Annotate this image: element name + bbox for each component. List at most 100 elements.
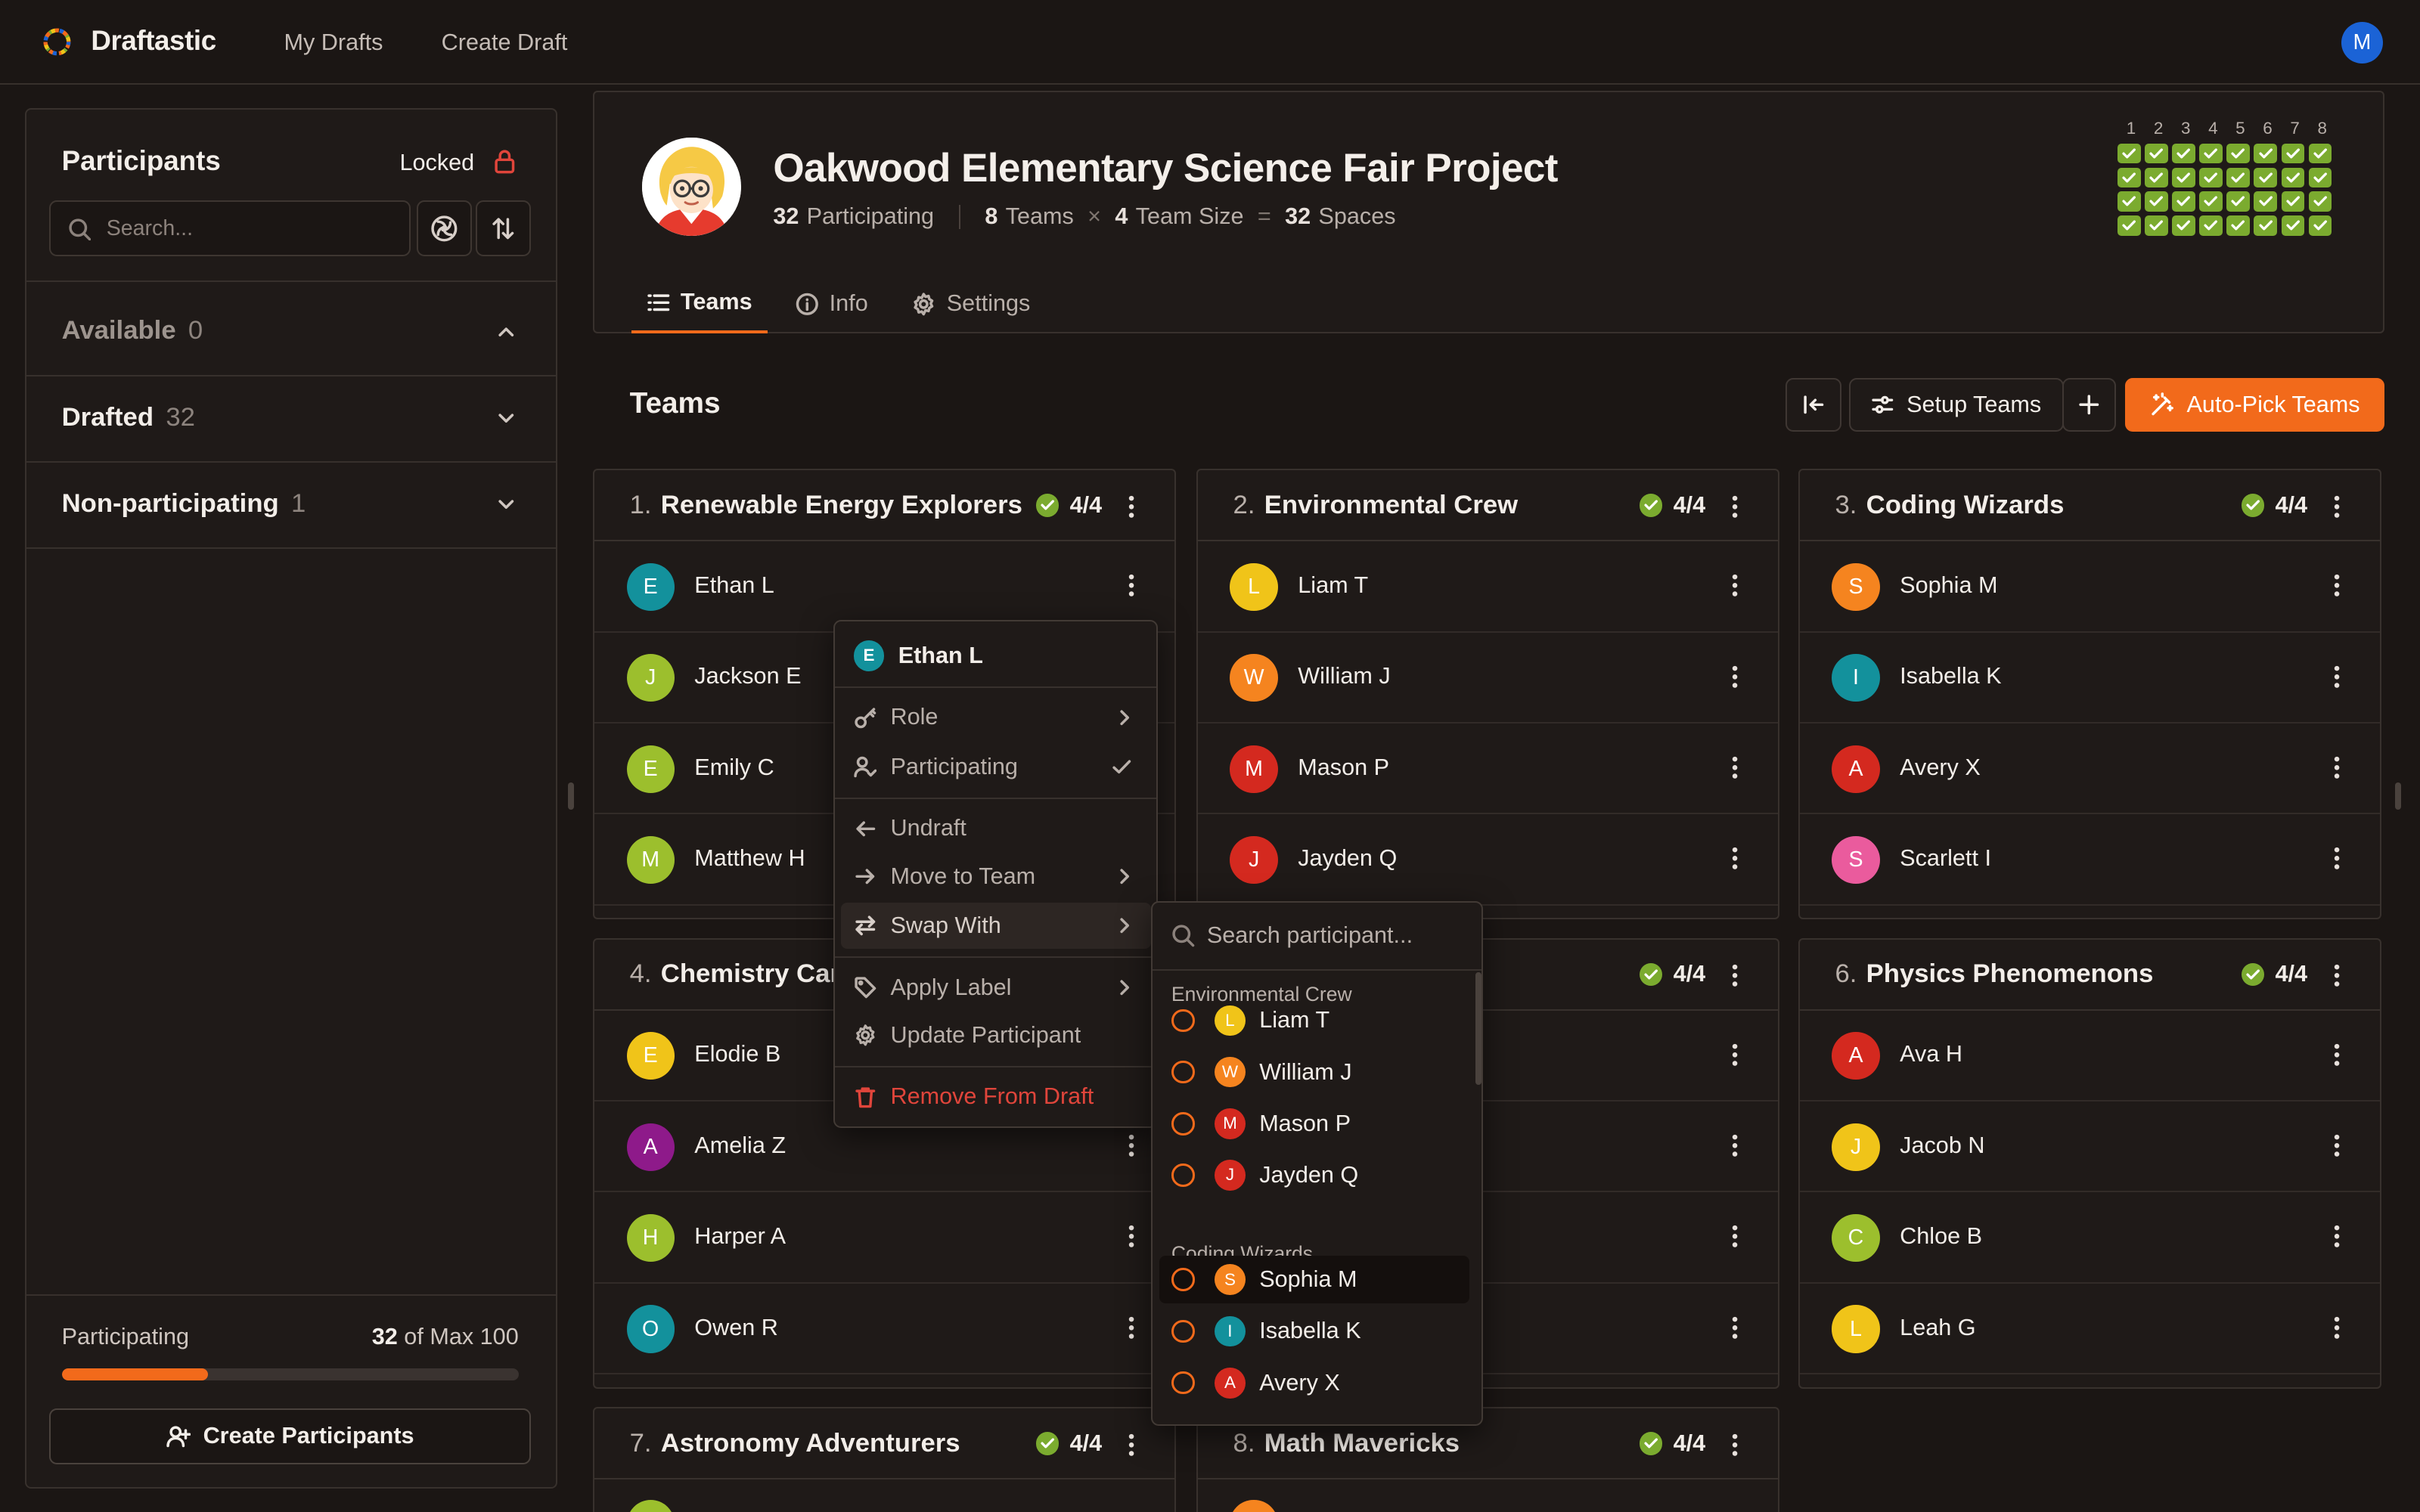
sort-button[interactable] xyxy=(475,200,531,256)
menu-item-swap-with[interactable]: Swap With xyxy=(841,902,1152,950)
swap-option[interactable]: M Mason P xyxy=(1159,1100,1469,1148)
kebab-menu-icon[interactable] xyxy=(2334,964,2340,987)
create-participants-button[interactable]: Create Participants xyxy=(49,1408,531,1464)
collapse-panel-button[interactable] xyxy=(1786,377,1841,432)
swap-option[interactable]: J Jayden Q xyxy=(1159,1151,1469,1199)
team-member-row[interactable]: E Ethan L xyxy=(594,541,1175,633)
lock-icon[interactable] xyxy=(492,148,517,175)
kebab-menu-icon[interactable] xyxy=(1128,1316,1134,1340)
kebab-menu-icon[interactable] xyxy=(1128,495,1134,519)
menu-item-remove-from-draft[interactable]: Remove From Draft xyxy=(841,1074,1151,1120)
team-name[interactable]: 1. Renewable Energy Explorers xyxy=(630,491,1022,520)
brand-name[interactable]: Draftastic xyxy=(91,24,216,56)
kebab-menu-icon[interactable] xyxy=(2334,1043,2340,1067)
participant-search-input[interactable]: Search... xyxy=(49,200,411,256)
team-member-row[interactable]: L Leah G xyxy=(1799,1284,2380,1375)
chevron-down-icon[interactable] xyxy=(495,497,517,512)
team-member-row[interactable]: A Avery X xyxy=(1799,723,2380,815)
menu-item-undraft[interactable]: Undraft xyxy=(841,805,1151,851)
team-member-row[interactable]: A Amelia Z xyxy=(594,1101,1175,1193)
nav-my-drafts[interactable]: My Drafts xyxy=(284,29,383,55)
kebab-menu-icon[interactable] xyxy=(2334,665,2340,689)
user-avatar[interactable]: M xyxy=(2341,21,2383,64)
chevron-down-icon[interactable] xyxy=(495,411,517,426)
menu-item-role[interactable]: Role xyxy=(841,694,1151,740)
kebab-menu-icon[interactable] xyxy=(2334,1316,2340,1340)
panel-resize-handle[interactable] xyxy=(2395,782,2402,810)
kebab-menu-icon[interactable] xyxy=(1732,964,1738,987)
team-name[interactable]: 8. Math Mavericks xyxy=(1233,1429,1460,1458)
radio-button[interactable] xyxy=(1171,1009,1195,1033)
team-member-row[interactable]: L Liam T xyxy=(1197,541,1779,633)
nav-create-draft[interactable]: Create Draft xyxy=(441,29,568,55)
swap-option[interactable]: S Sophia M xyxy=(1159,1256,1469,1304)
section-drafted[interactable]: Drafted 32 xyxy=(62,403,195,432)
team-member-row[interactable]: S Sophia M xyxy=(1799,541,2380,633)
add-team-button[interactable] xyxy=(2062,377,2116,432)
swap-search-input[interactable]: Search participant... xyxy=(1153,903,1482,971)
kebab-menu-icon[interactable] xyxy=(1128,1225,1134,1248)
kebab-menu-icon[interactable] xyxy=(1732,1433,1738,1457)
kebab-menu-icon[interactable] xyxy=(1732,495,1738,519)
menu-item-apply-label[interactable]: Apply Label xyxy=(841,964,1151,1010)
setup-teams-button[interactable]: Setup Teams xyxy=(1848,377,2064,432)
team-member-row[interactable]: J Jacob N xyxy=(1799,1101,2380,1193)
team-member-row[interactable]: S Scarlett I xyxy=(1799,814,2380,906)
radio-button[interactable] xyxy=(1171,1371,1195,1395)
kebab-menu-icon[interactable] xyxy=(2334,1134,2340,1157)
sidebar-resize-handle[interactable] xyxy=(568,782,575,810)
kebab-menu-icon[interactable] xyxy=(1732,1225,1738,1248)
kebab-menu-icon[interactable] xyxy=(1128,1134,1134,1157)
team-member-row[interactable]: O Owen R xyxy=(594,1284,1175,1375)
team-name[interactable]: 4. Chemistry Car xyxy=(630,959,840,989)
section-non-participating[interactable]: Non-participating 1 xyxy=(62,489,306,519)
grid-filled-slot xyxy=(2199,143,2223,164)
team-member-row[interactable]: W William J xyxy=(1197,633,1779,724)
section-available[interactable]: Available 0 xyxy=(62,316,203,345)
menu-item-update-participant[interactable]: Update Participant xyxy=(841,1012,1151,1058)
team-member-row[interactable]: A Ava H xyxy=(1799,1011,2380,1102)
swap-scrollbar[interactable] xyxy=(1475,971,1482,1085)
swap-option[interactable]: I Isabella K xyxy=(1159,1307,1469,1355)
swap-option[interactable]: A Avery X xyxy=(1159,1359,1469,1406)
auto-pick-teams-button[interactable]: Auto-Pick Teams xyxy=(2125,377,2385,432)
kebab-menu-icon[interactable] xyxy=(1732,847,1738,870)
team-name[interactable]: 7. Astronomy Adventurers xyxy=(630,1429,960,1458)
kebab-menu-icon[interactable] xyxy=(2334,847,2340,870)
team-member-row[interactable]: I Isabella K xyxy=(1799,633,2380,724)
swap-option[interactable]: W William J xyxy=(1159,1048,1469,1095)
team-member-row[interactable]: H Harper A xyxy=(594,1192,1175,1284)
radio-button[interactable] xyxy=(1171,1163,1195,1187)
kebab-menu-icon[interactable] xyxy=(1732,756,1738,779)
team-member-row[interactable]: C Chloe B xyxy=(1799,1192,2380,1284)
team-member-row[interactable]: J Jayden Q xyxy=(1197,814,1779,906)
tab-settings[interactable]: Settings xyxy=(895,274,1045,333)
kebab-menu-icon[interactable] xyxy=(1732,1043,1738,1067)
team-name[interactable]: 2. Environmental Crew xyxy=(1233,491,1519,520)
team-name[interactable]: 3. Coding Wizards xyxy=(1835,491,2064,520)
kebab-menu-icon[interactable] xyxy=(2334,1225,2340,1248)
radio-button[interactable] xyxy=(1171,1268,1195,1292)
radio-button[interactable] xyxy=(1171,1060,1195,1084)
swap-option[interactable]: L Liam T xyxy=(1159,996,1469,1044)
kebab-menu-icon[interactable] xyxy=(1732,1134,1738,1157)
tab-teams[interactable]: Teams xyxy=(631,274,768,333)
tab-info[interactable]: Info xyxy=(780,274,883,333)
kebab-menu-icon[interactable] xyxy=(1128,1433,1134,1457)
kebab-menu-icon[interactable] xyxy=(1732,665,1738,689)
menu-item-participating[interactable]: Participating xyxy=(841,744,1151,790)
kebab-menu-icon[interactable] xyxy=(1732,574,1738,597)
shuffle-button[interactable] xyxy=(416,200,473,256)
kebab-menu-icon[interactable] xyxy=(2334,495,2340,519)
avatar: M xyxy=(1215,1108,1246,1139)
kebab-menu-icon[interactable] xyxy=(2334,574,2340,597)
team-member-row[interactable]: M Mason P xyxy=(1197,723,1779,815)
radio-button[interactable] xyxy=(1171,1111,1195,1136)
radio-button[interactable] xyxy=(1171,1319,1195,1343)
kebab-menu-icon[interactable] xyxy=(2334,756,2340,779)
kebab-menu-icon[interactable] xyxy=(1128,574,1134,597)
team-name[interactable]: 6. Physics Phenomenons xyxy=(1835,959,2153,989)
menu-item-move-to-team[interactable]: Move to Team xyxy=(841,854,1151,900)
kebab-menu-icon[interactable] xyxy=(1732,1316,1738,1340)
chevron-up-icon[interactable] xyxy=(495,324,517,339)
